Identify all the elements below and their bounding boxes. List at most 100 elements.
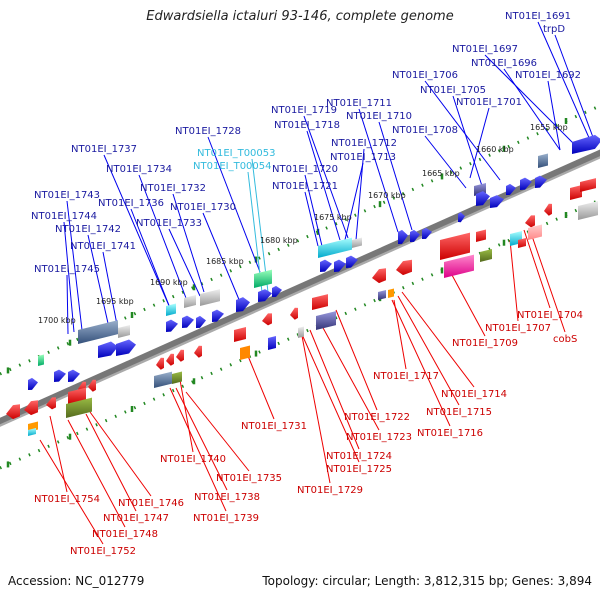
forward-gene-label: NT01EI_1721 [272, 181, 338, 192]
reverse-feature-block [312, 294, 328, 310]
forward-label-connector [537, 21, 591, 141]
forward-gene-arrow [212, 309, 224, 322]
forward-gene-label: NT01EI_1737 [71, 144, 137, 155]
forward-label-connector [103, 154, 171, 309]
forward-gene-arrow [68, 369, 80, 382]
forward-feature-block [254, 269, 272, 288]
forward-gene-arrow [334, 259, 346, 272]
reverse-label-connector [393, 299, 407, 370]
kbp-tick-label: 1680 kbp [260, 236, 298, 245]
forward-gene-arrow [506, 183, 516, 195]
forward-label-connector [168, 228, 201, 297]
forward-feature-block [38, 354, 44, 366]
reverse-gene-label: NT01EI_1748 [92, 529, 158, 540]
forward-gene-label: NT01EI_1736 [98, 198, 164, 209]
forward-gene-label: NT01EI_1732 [140, 183, 206, 194]
forward-label-connector [66, 274, 69, 335]
forward-gene-label: NT01EI_1701 [456, 97, 522, 108]
kbp-tick-label: 1700 kbp [38, 316, 76, 325]
forward-gene-arrow [572, 134, 600, 154]
forward-label-connector [424, 80, 501, 181]
reverse-gene-label: NT01EI_1731 [241, 421, 307, 432]
reverse-label-connector [179, 379, 194, 453]
reverse-label-connector [89, 411, 152, 497]
forward-label-connector [102, 251, 119, 331]
reverse-gene-label: NT01EI_1717 [373, 371, 439, 382]
reverse-label-connector [397, 295, 460, 406]
reverse-gene-label: NT01EI_1723 [346, 432, 412, 443]
forward-gene-label: NT01EI_1733 [136, 218, 202, 229]
reverse-feature-block [528, 224, 542, 240]
forward-label-connector [130, 208, 171, 309]
reverse-label-connector [309, 329, 360, 450]
forward-feature-block [184, 295, 196, 308]
reverse-gene-arrow [262, 313, 272, 326]
reverse-gene-label: NT01EI_1739 [193, 513, 259, 524]
reverse-gene-arrow [166, 353, 174, 366]
reverse-feature-block [28, 428, 36, 436]
reverse-gene-arrow [88, 379, 96, 392]
reverse-gene-arrow [176, 349, 184, 362]
reverse-label-connector [175, 387, 228, 491]
reverse-feature-block [476, 229, 486, 242]
forward-gene-arrow [116, 339, 136, 356]
forward-gene-arrow [28, 377, 38, 390]
forward-label-connector [343, 162, 364, 245]
forward-label-connector [207, 136, 261, 273]
reverse-feature-block [298, 326, 304, 338]
reverse-feature-block [154, 371, 172, 388]
forward-gene-arrow [410, 229, 420, 242]
forward-gene-label: NT01EI_1712 [331, 138, 397, 149]
reverse-label-connector [67, 419, 126, 528]
reverse-gene-arrow [156, 357, 164, 370]
reverse-label-connector [247, 355, 275, 420]
reverse-feature-block [388, 288, 394, 298]
forward-label-connector [304, 191, 319, 247]
reverse-label-connector [401, 291, 475, 388]
reverse-gene-label: NT01EI_1709 [452, 338, 518, 349]
kbp-tick-label: 1695 kbp [96, 297, 134, 306]
forward-label-connector [547, 80, 561, 151]
reverse-feature-block [480, 249, 492, 262]
forward-gene-label: NT01EI_1745 [34, 264, 100, 275]
reverse-feature-block [580, 178, 596, 192]
reverse-gene-label: NT01EI_1716 [417, 428, 483, 439]
reverse-gene-label: NT01EI_1752 [70, 546, 136, 557]
forward-gene-label: NT01EI_1734 [106, 164, 172, 175]
forward-gene-label: trpD [543, 24, 565, 35]
forward-gene-arrow [346, 255, 358, 268]
reverse-feature-block [444, 254, 474, 278]
kbp-tick-label: 1660 kbp [476, 145, 514, 154]
forward-label-connector [304, 174, 323, 247]
forward-gene-arrow [422, 227, 432, 239]
reverse-gene-label: NT01EI_1722 [344, 412, 410, 423]
genome-summary-text: Topology: circular; Length: 3,812,315 bp… [262, 574, 592, 588]
forward-label-connector [358, 108, 399, 233]
reverse-feature-block [518, 238, 526, 248]
reverse-gene-arrow [396, 259, 412, 276]
forward-gene-label: NT01EI_1718 [274, 120, 340, 131]
reverse-feature-block [172, 371, 182, 384]
forward-gene-label: NT01EI_1691 [505, 11, 571, 22]
reverse-feature-block [240, 345, 250, 360]
gene-features-layer [6, 134, 600, 436]
reverse-label-connector [169, 387, 227, 512]
forward-gene-label: NT01EI_1696 [471, 58, 537, 69]
forward-gene-arrow [535, 175, 547, 188]
kbp-tick-label: 1675 kbp [314, 213, 352, 222]
forward-feature-block [118, 325, 130, 338]
forward-feature-block [200, 289, 220, 306]
forward-gene-label: NT01EI_1697 [452, 44, 518, 55]
reverse-gene-label: NT01EI_1715 [426, 407, 492, 418]
reverse-gene-label: NT01EI_1704 [517, 310, 583, 321]
forward-gene-arrow [182, 315, 194, 328]
forward-gene-arrow [166, 319, 178, 332]
forward-gene-label: NT01EI_1741 [70, 241, 136, 252]
reverse-feature-block [316, 311, 336, 330]
forward-label-connector [303, 115, 349, 239]
kbp-tick-label: 1655 kbp [530, 123, 568, 132]
reverse-gene-label: NT01EI_1729 [297, 485, 363, 496]
forward-gene-arrow [320, 259, 332, 272]
reverse-gene-label: NT01EI_1714 [441, 389, 507, 400]
forward-gene-label: NT01EI_1742 [55, 224, 121, 235]
